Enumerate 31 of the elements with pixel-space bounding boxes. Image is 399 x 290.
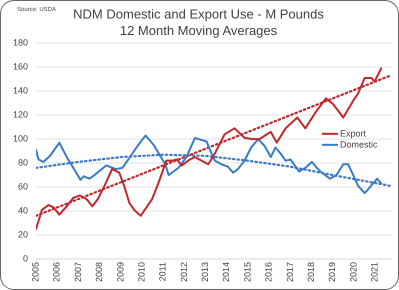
y-tick-label: 40 xyxy=(18,206,28,216)
y-tick-label: 100 xyxy=(12,134,28,144)
x-tick-label: 2015 xyxy=(242,262,252,282)
y-tick-label: 160 xyxy=(12,62,28,72)
chart-subtitle: 12 Month Moving Averages xyxy=(120,22,278,38)
x-tick-label: 2017 xyxy=(284,262,295,282)
x-tick-label: 2020 xyxy=(348,262,358,282)
y-tick-label: 60 xyxy=(18,182,28,192)
x-tick-label: 2021 xyxy=(370,262,380,282)
x-tick-label: 2019 xyxy=(327,262,338,282)
x-tick-label: 2008 xyxy=(94,262,104,282)
x-tick-label: 2014 xyxy=(221,262,232,282)
y-tick-label: 20 xyxy=(18,229,28,240)
legend-label: Export xyxy=(340,128,367,138)
x-tick-label: 2010 xyxy=(136,262,146,282)
x-tick-label: 2013 xyxy=(200,262,210,282)
x-tick-label: 2009 xyxy=(115,262,126,282)
x-tick-label: 2006 xyxy=(52,262,62,282)
y-tick-label: 120 xyxy=(12,110,28,120)
x-tick-label: 2012 xyxy=(178,262,189,282)
x-tick-label: 2007 xyxy=(72,262,83,282)
chart-title: NDM Domestic and Export Use - M Pounds xyxy=(73,6,324,22)
x-tick-label: 2018 xyxy=(306,262,316,282)
x-tick-label: 2005 xyxy=(30,262,40,282)
y-tick-label: 180 xyxy=(12,38,28,48)
x-tick-label: 2016 xyxy=(264,262,274,282)
y-tick-label: 0 xyxy=(23,253,28,264)
legend-label: Domestic xyxy=(340,139,378,150)
y-tick-label: 140 xyxy=(12,86,28,96)
x-tick-label: 2011 xyxy=(158,262,168,282)
y-tick-label: 80 xyxy=(18,158,28,168)
